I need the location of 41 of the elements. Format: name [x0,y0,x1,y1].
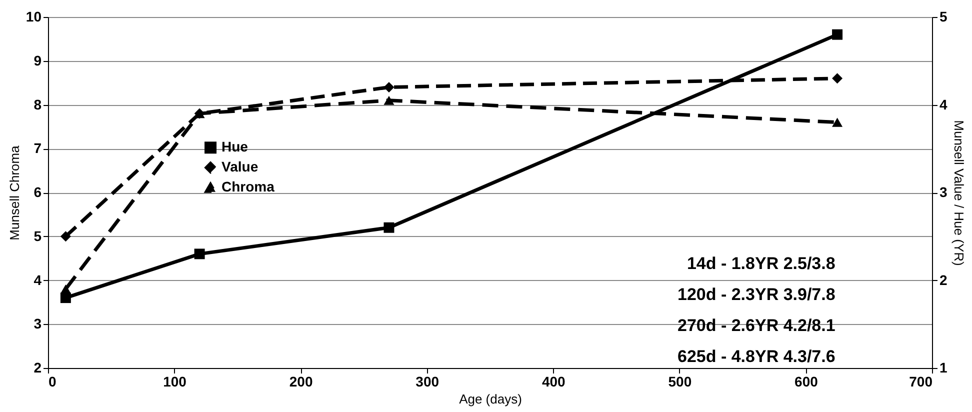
x-tick-label: 600 [794,374,818,390]
legend-label: Hue [222,138,248,155]
point [832,73,843,84]
y-tick-label: 5 [34,228,42,244]
point [60,231,71,242]
y-tick-label: 3 [34,316,42,332]
point [832,118,843,127]
y2-tick-label: 5 [940,8,948,24]
x-tick-label: 300 [416,374,440,390]
point [384,82,394,92]
y-tick-label: 6 [34,184,42,200]
y2-axis-title: Munsell Value / Hue (YR) [951,120,966,266]
annotation: 14d - 1.8YR 2.5/3.8 [686,254,836,274]
legend-label: Value [222,158,258,175]
point [384,222,394,233]
x-tick-label: 500 [668,374,692,390]
y-tick-label: 8 [34,96,42,112]
y2-tick-label: 3 [940,184,948,200]
y-tick-label: 7 [34,140,42,156]
legend-label: Chroma [222,178,275,195]
y-tick-label: 10 [26,8,42,24]
annotation: 120d - 2.3YR 3.9/7.8 [677,285,836,304]
x-tick-label: 0 [48,374,56,390]
point [194,248,205,260]
y2-tick-label: 4 [940,96,948,112]
y-tick-label: 2 [34,360,42,376]
annotation: 270d - 2.6YR 4.2/8.1 [677,316,836,335]
x-tick-label: 700 [909,374,933,390]
y-tick-label: 9 [34,52,42,68]
y-axis-title: Munsell Chroma [6,144,22,240]
point [384,96,394,105]
point [60,292,71,304]
x-tick-label: 400 [542,374,566,390]
y-tick-label: 4 [34,272,42,288]
x-axis-title: Age (days) [459,392,522,406]
x-tick-label: 200 [289,374,313,390]
y2-tick-label: 1 [940,360,948,376]
annotation: 625d - 4.8YR 4.3/7.6 [677,346,836,366]
y2-tick-label: 2 [940,272,948,288]
point [832,29,843,40]
x-tick-label: 100 [163,374,187,390]
